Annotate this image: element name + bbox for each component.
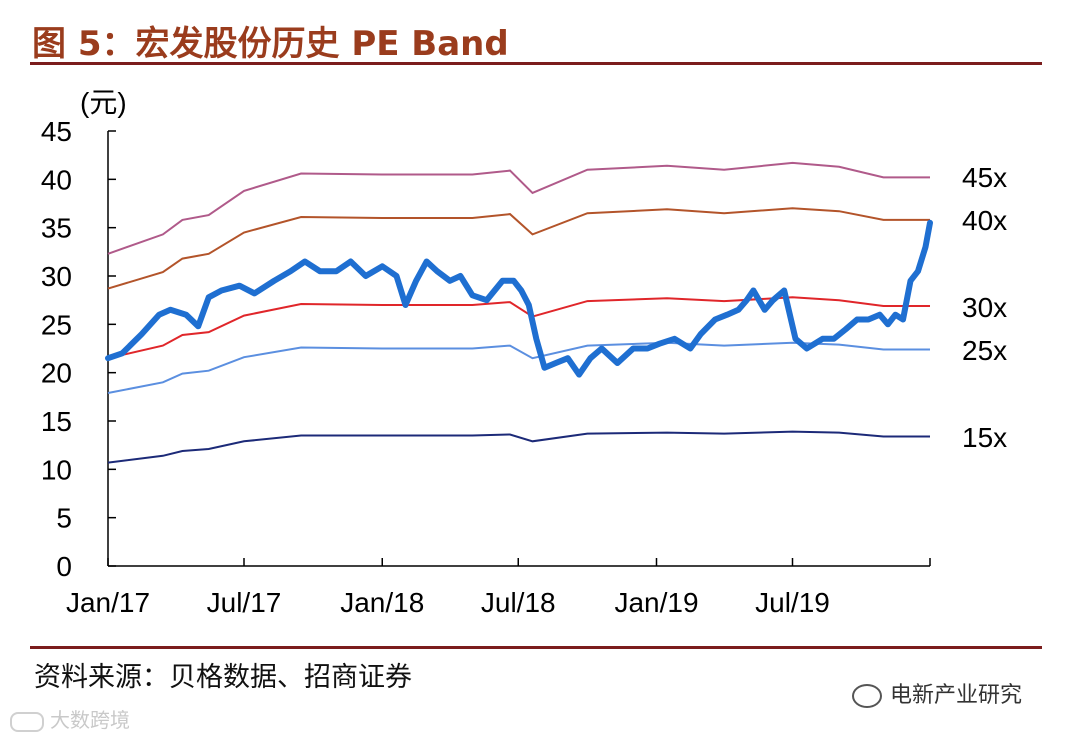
band-line-30x bbox=[107, 296, 930, 360]
band-labels: 45x 40x 30x 25x 15x bbox=[962, 162, 1007, 453]
band-line-45x bbox=[107, 161, 930, 255]
y-tick-label: 15 bbox=[41, 406, 72, 437]
x-tick-label: Jul/19 bbox=[755, 587, 830, 618]
pe-band-lines bbox=[107, 161, 930, 464]
watermark-left: 大数跨境 bbox=[10, 704, 130, 733]
x-tick-label: Jan/19 bbox=[614, 587, 698, 618]
axes: 0 5 10 15 20 25 30 35 40 45 Jan/17 Jul/17 Jan/18 Jul/… bbox=[41, 116, 931, 618]
y-tick-label: 45 bbox=[41, 116, 72, 147]
watermark-left-text: 大数跨境 bbox=[50, 708, 130, 732]
band-label-30x: 30x bbox=[962, 292, 1007, 323]
x-tick-label: Jul/18 bbox=[481, 587, 556, 618]
band-line-25x bbox=[107, 341, 930, 394]
price-series bbox=[105, 219, 933, 378]
band-label-40x: 40x bbox=[962, 205, 1007, 236]
band-line-40x bbox=[107, 207, 930, 290]
x-tick-label: Jan/18 bbox=[340, 587, 424, 618]
band-line-15x bbox=[107, 430, 930, 464]
band-label-25x: 25x bbox=[962, 335, 1007, 366]
y-tick-label: 10 bbox=[41, 454, 72, 485]
page-title: 图 5：宏发股份历史 PE Band bbox=[32, 24, 509, 64]
y-tick-label: 25 bbox=[41, 309, 72, 340]
x-tick-label: Jan/17 bbox=[66, 587, 150, 618]
source-rule bbox=[30, 646, 1042, 649]
watermark-logo-icon bbox=[10, 711, 44, 732]
y-tick-label: 5 bbox=[56, 503, 72, 534]
band-label-15x: 15x bbox=[962, 422, 1007, 453]
y-tick-label: 30 bbox=[41, 261, 72, 292]
y-tick-label: 40 bbox=[41, 164, 72, 195]
watermark-right: 电新产业研究 bbox=[852, 677, 1022, 709]
x-tick-label: Jul/17 bbox=[207, 587, 282, 618]
watermark-right-text: 电新产业研究 bbox=[890, 683, 1023, 708]
wechat-icon bbox=[852, 684, 882, 708]
y-tick-label: 35 bbox=[41, 213, 72, 244]
source-note: 资料来源：贝格数据、招商证券 bbox=[34, 662, 412, 693]
y-tick-label: 20 bbox=[41, 358, 72, 389]
y-tick-label: 0 bbox=[56, 551, 72, 582]
title-rule bbox=[30, 62, 1042, 65]
price-line bbox=[105, 219, 933, 378]
y-axis-label: (元) bbox=[80, 87, 127, 118]
band-label-45x: 45x bbox=[962, 162, 1007, 193]
